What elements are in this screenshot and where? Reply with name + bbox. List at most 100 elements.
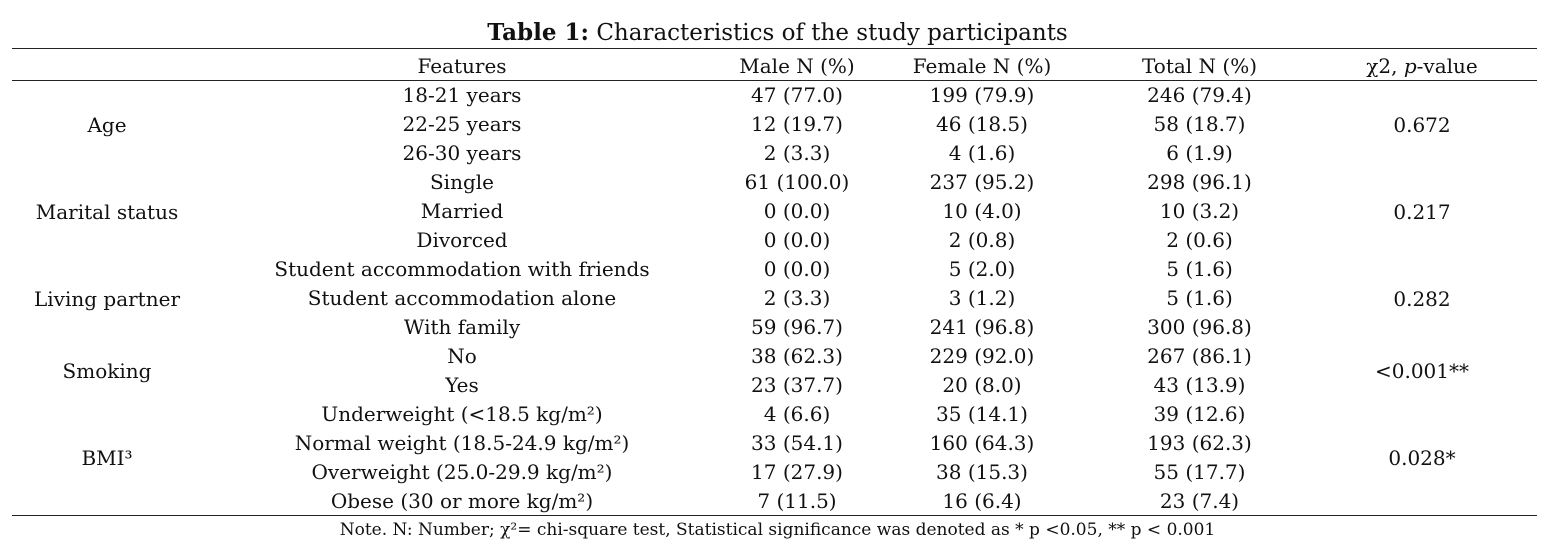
table-row: Age 18-21 years 47 (77.0) 199 (79.9) 246 (79… — [12, 81, 1537, 137]
header-row: Features Male N (%) Female N (%) Total N… — [12, 51, 1537, 81]
male-cell: 12 (19.7) — [751, 112, 843, 136]
feature-cell: Student accommodation alone — [307, 286, 617, 310]
p-value-cell: 0.282 — [1393, 286, 1451, 311]
bottom-rule — [12, 515, 1537, 516]
female-cell: 3 (1.2) — [948, 286, 1016, 310]
female-cell: 229 (92.0) — [929, 344, 1035, 368]
feature-cell: Single — [429, 170, 494, 194]
female-cell: 16 (6.4) — [942, 489, 1022, 513]
female-cell: 199 (79.9) — [929, 83, 1035, 107]
group-label: Living partner — [33, 286, 180, 311]
table-row: With family 59 (96.7) 241 (96.8) 300 (96.8) — [12, 313, 1537, 342]
feature-cell: Overweight (25.0-29.9 kg/m²) — [311, 460, 613, 484]
male-cell: 17 (27.9) — [751, 460, 843, 484]
male-cell: 0 (0.0) — [763, 199, 831, 223]
header-features: Features — [417, 54, 507, 78]
female-cell: 10 (4.0) — [942, 199, 1022, 223]
male-cell: 4 (6.6) — [763, 402, 831, 426]
feature-cell: Underweight (<18.5 kg/m²) — [321, 402, 603, 426]
male-cell: 0 (0.0) — [763, 257, 831, 281]
total-cell: 5 (1.6) — [1166, 286, 1233, 310]
header-group — [12, 51, 202, 81]
header-stat-prefix: χ2, — [1366, 54, 1404, 78]
female-cell: 4 (1.6) — [948, 141, 1016, 165]
table-row: Student accommodation alone 2 (3.3) 3 (1.2… — [12, 284, 1537, 313]
group-label: Age — [87, 112, 127, 137]
female-cell: 237 (95.2) — [929, 170, 1035, 194]
total-cell: 58 (18.7) — [1153, 112, 1246, 136]
total-cell: 300 (96.8) — [1147, 315, 1252, 339]
total-cell: 193 (62.3) — [1147, 431, 1252, 455]
header-chi-square-p-value: χ2, p-value — [1307, 51, 1537, 81]
male-cell: 2 (3.3) — [763, 286, 831, 310]
table-row: BMI³ Underweight (<18.5 kg/m²) 4 (6.6) 35 (… — [12, 400, 1537, 470]
header-rule — [12, 80, 1537, 81]
female-cell: 5 (2.0) — [948, 257, 1016, 281]
feature-cell: 22-25 years — [402, 112, 522, 136]
group-label: Smoking — [62, 359, 152, 383]
table-row: Yes 23 (37.7) 20 (8.0) 43 (13.9) — [12, 371, 1537, 400]
feature-cell: 26-30 years — [402, 141, 522, 165]
total-cell: 6 (1.9) — [1166, 141, 1233, 165]
table-row: Marital status Single 61 (100.0) 237 (95.2)… — [12, 168, 1537, 224]
table-row: Living partner Student accommodation with… — [12, 255, 1537, 311]
total-cell: 55 (17.7) — [1153, 460, 1246, 484]
male-cell: 33 (54.1) — [751, 431, 843, 455]
feature-cell: Student accommodation with friends — [274, 257, 650, 281]
table-row: Overweight (25.0-29.9 kg/m²) 17 (27.9) 38 … — [12, 458, 1537, 487]
total-cell: 267 (86.1) — [1147, 344, 1252, 368]
feature-cell: With family — [403, 315, 521, 339]
header-male: Male N (%) — [739, 54, 855, 78]
total-cell: 10 (3.2) — [1159, 199, 1240, 223]
header-female: Female N (%) — [912, 54, 1052, 78]
header-stat-p: p — [1403, 54, 1417, 78]
male-cell: 0 (0.0) — [763, 228, 831, 252]
p-value-cell: <0.001** — [1374, 359, 1469, 383]
total-cell: 2 (0.6) — [1166, 228, 1233, 252]
p-value-cell: 0.672 — [1393, 112, 1451, 137]
female-cell: 46 (18.5) — [936, 112, 1028, 136]
feature-cell: Married — [420, 199, 504, 223]
female-cell: 20 (8.0) — [942, 373, 1022, 397]
male-cell: 61 (100.0) — [744, 170, 850, 194]
table-note: Note. N: Number; χ²= chi-square test, St… — [339, 520, 1216, 540]
group-label: BMI³ — [81, 446, 133, 470]
total-cell: 39 (12.6) — [1153, 402, 1246, 426]
total-cell: 43 (13.9) — [1153, 373, 1246, 397]
table-row: 26-30 years 2 (3.3) 4 (1.6) 6 (1.9) — [12, 139, 1537, 168]
total-cell: 298 (96.1) — [1147, 170, 1252, 194]
table-row: Divorced 0 (0.0) 2 (0.8) 2 (0.6) — [12, 226, 1537, 255]
total-cell: 23 (7.4) — [1159, 489, 1240, 513]
male-cell: 38 (62.3) — [751, 344, 843, 368]
table-title-label: Table 1: — [487, 19, 590, 46]
header-stat-suffix: -value — [1416, 54, 1478, 78]
feature-cell: Divorced — [416, 228, 508, 252]
p-value-cell: 0.217 — [1393, 199, 1451, 224]
female-cell: 35 (14.1) — [936, 402, 1028, 426]
female-cell: 160 (64.3) — [929, 431, 1035, 455]
table-title-text: Characteristics of the study participant… — [589, 20, 1068, 46]
total-cell: 246 (79.4) — [1147, 83, 1252, 107]
p-value-cell: 0.028* — [1388, 446, 1456, 470]
female-cell: 241 (96.8) — [929, 315, 1035, 339]
feature-cell: Normal weight (18.5-24.9 kg/m²) — [294, 431, 630, 455]
table-row: Married 0 (0.0) 10 (4.0) 10 (3.2) — [12, 197, 1537, 226]
male-cell: 2 (3.3) — [763, 141, 831, 165]
female-cell: 2 (0.8) — [948, 228, 1016, 252]
table-row: Normal weight (18.5-24.9 kg/m²) 33 (54.1)… — [12, 429, 1537, 458]
feature-cell: Obese (30 or more kg/m²) — [330, 489, 594, 513]
total-cell: 5 (1.6) — [1166, 257, 1233, 281]
table-body: Features Male N (%) Female N (%) Total N… — [12, 51, 1537, 516]
male-cell: 47 (77.0) — [751, 83, 843, 107]
table-row: 22-25 years 12 (19.7) 46 (18.5) 58 (18.7) — [12, 110, 1537, 139]
top-rule — [12, 48, 1537, 49]
feature-cell: 18-21 years — [402, 83, 522, 107]
male-cell: 59 (96.7) — [751, 315, 843, 339]
group-label: Marital status — [35, 199, 179, 224]
male-cell: 7 (11.5) — [757, 489, 837, 513]
feature-cell: Yes — [445, 373, 479, 397]
male-cell: 23 (37.7) — [751, 373, 843, 397]
table-row: Smoking No 38 (62.3) 229 (92.0) 267 (86.1) <0… — [12, 342, 1537, 383]
table-title: Table 1: Characteristics of the study pa… — [0, 18, 1555, 48]
characteristics-table: Features Male N (%) Female N (%) Total N… — [12, 51, 1537, 516]
